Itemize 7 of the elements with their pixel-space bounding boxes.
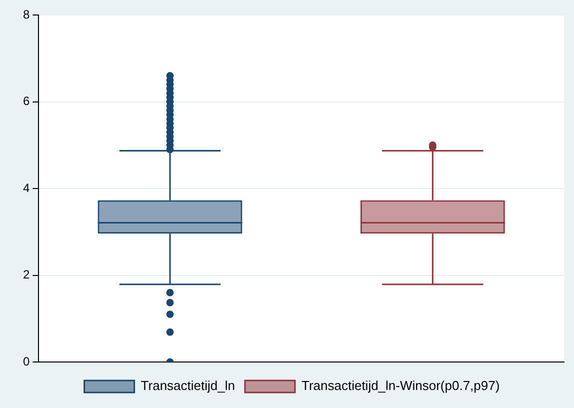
y-tick-label: 4 bbox=[22, 180, 30, 195]
y-tick-label: 2 bbox=[22, 268, 30, 282]
legend-label: Transactietijd_ln-Winsor(p0.7,p97) bbox=[301, 378, 500, 394]
y-tick-label: 8 bbox=[22, 7, 30, 22]
y-tick-label: 0 bbox=[22, 354, 30, 368]
legend-label: Transactietijd_ln bbox=[140, 378, 235, 394]
y-tick-label: 6 bbox=[22, 94, 30, 108]
